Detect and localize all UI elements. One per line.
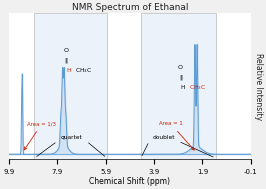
- Text: ‖: ‖: [64, 57, 68, 63]
- Text: doublet: doublet: [152, 135, 175, 139]
- Text: $\mathsf{CH_3C}$: $\mathsf{CH_3C}$: [189, 83, 206, 92]
- Text: O: O: [63, 48, 68, 53]
- Title: NMR Spectrum of Ethanal: NMR Spectrum of Ethanal: [72, 3, 188, 12]
- Text: quartet: quartet: [61, 135, 83, 139]
- Text: Area = 1: Area = 1: [159, 122, 194, 150]
- Bar: [35, 13, 107, 159]
- Text: ‖: ‖: [179, 74, 182, 80]
- Text: O: O: [178, 65, 182, 70]
- Text: $\mathsf{H}$: $\mathsf{H}$: [66, 66, 72, 74]
- Text: Area = 1/3: Area = 1/3: [24, 122, 56, 150]
- Bar: [141, 13, 216, 159]
- Y-axis label: Relative Intensity: Relative Intensity: [253, 53, 263, 120]
- X-axis label: Chemical Shift (ppm): Chemical Shift (ppm): [89, 177, 171, 186]
- Text: $\mathsf{CH_3C}$: $\mathsf{CH_3C}$: [75, 66, 92, 75]
- Text: $\mathsf{H}$: $\mathsf{H}$: [180, 83, 186, 91]
